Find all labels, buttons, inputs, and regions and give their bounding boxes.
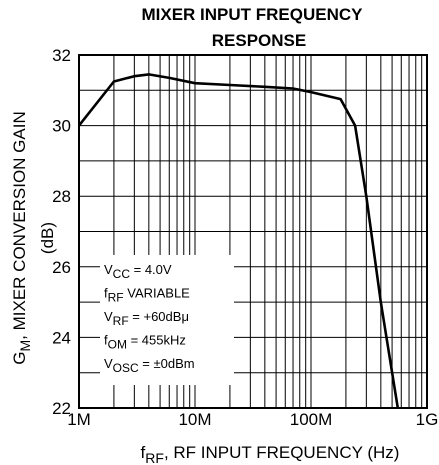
grid <box>79 55 427 408</box>
condition-line: fOM = 455kHz <box>104 333 186 352</box>
x-axis-label: fRF, RF INPUT FREQUENCY (Hz) <box>141 443 400 465</box>
y-axis-units: (dB) <box>38 222 57 254</box>
x-axis-label-main: f <box>141 443 146 462</box>
condition-sub: RF <box>108 291 124 305</box>
condition-sub: OSC <box>113 361 139 375</box>
x-tick-labels: 1M 10M 100M 1G <box>67 410 438 429</box>
condition-sub: CC <box>113 267 131 281</box>
y-tick-label: 26 <box>52 258 71 277</box>
x-axis-label-sub: RF <box>145 450 164 465</box>
conditions-box <box>100 255 234 385</box>
plot-frame <box>78 54 428 409</box>
condition-main: f <box>104 333 108 348</box>
x-axis-label-rest: , RF INPUT FREQUENCY (Hz) <box>164 443 400 462</box>
x-tick-label: 1M <box>67 410 91 429</box>
condition-line: fRF VARIABLE <box>104 286 190 305</box>
condition-main: V <box>104 356 113 371</box>
chart-title-line-1: MIXER INPUT FREQUENCY <box>141 5 363 24</box>
y-tick-labels: 22 24 26 28 30 32 <box>52 46 71 418</box>
y-tick-label: 30 <box>52 117 71 136</box>
condition-line: VCC = 4.0V <box>104 262 172 281</box>
condition-rest: = 455kHz <box>127 333 186 348</box>
series-curves <box>77 73 400 409</box>
condition-line: VRF = +60dBμ <box>104 309 189 328</box>
condition-main: V <box>104 309 113 324</box>
y-tick-label: 24 <box>52 328 71 347</box>
condition-main: V <box>104 262 113 277</box>
condition-sub: RF <box>113 314 129 328</box>
y-axis-label-main: G <box>10 352 29 365</box>
condition-line: VOSC = ±0dBm <box>104 356 195 375</box>
condition-sub: OM <box>108 338 127 352</box>
condition-rest: VARIABLE <box>124 286 191 301</box>
x-tick-label: 1G <box>416 410 439 429</box>
chart-title-line-2: RESPONSE <box>212 31 306 50</box>
condition-main: f <box>104 286 108 301</box>
y-axis-label-rest: , MIXER CONVERSION GAIN <box>10 111 29 340</box>
y-tick-label: 32 <box>52 46 71 65</box>
condition-rest: = 4.0V <box>130 262 172 277</box>
y-tick-label: 22 <box>52 399 71 418</box>
y-axis-label: GM, MIXER CONVERSION GAIN <box>10 111 33 365</box>
series-line <box>77 73 400 409</box>
x-tick-label: 10M <box>178 410 211 429</box>
condition-rest: = +60dBμ <box>129 309 189 324</box>
condition-rest: = ±0dBm <box>139 356 195 371</box>
y-tick-label: 28 <box>52 187 71 206</box>
y-axis-label-sub: M <box>17 340 33 352</box>
x-tick-label: 100M <box>290 410 333 429</box>
